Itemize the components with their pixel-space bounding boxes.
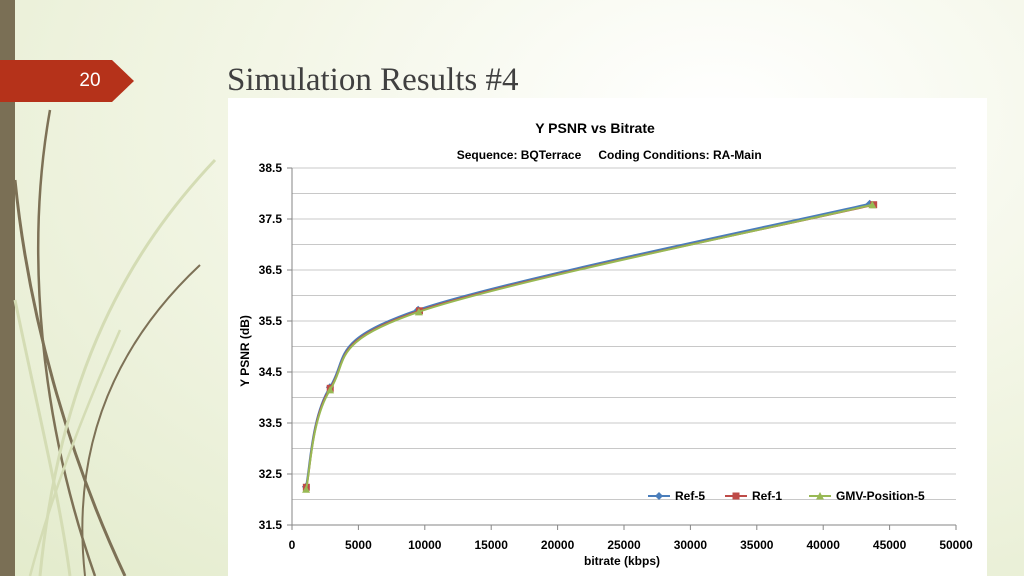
chart-subtitle-sequence: Sequence: BQTerrace [457,148,582,162]
y-tick-label: 36.5 [259,263,283,277]
x-tick-label: 5000 [345,538,372,552]
legend-marker [816,492,824,500]
x-tick-label: 0 [289,538,296,552]
series-line-ref-1 [305,203,874,488]
x-tick-label: 40000 [807,538,841,552]
legend-label: Ref-1 [752,489,782,503]
x-tick-label: 15000 [475,538,509,552]
x-tick-label: 10000 [408,538,442,552]
x-axis-label: bitrate (kbps) [584,554,660,568]
y-tick-label: 33.5 [259,416,283,430]
x-tick-label: 45000 [873,538,907,552]
decorative-swooshes [13,109,217,576]
data-point [868,200,877,209]
chart-panel: Y PSNR vs Bitrate Sequence: BQTerrace Co… [228,98,987,576]
x-tick-label: 50000 [939,538,973,552]
y-tick-label: 38.5 [259,161,283,175]
chart-subtitle-conditions: Coding Conditions: RA-Main [598,148,761,162]
y-axis-label: Y PSNR (dB) [238,315,252,387]
y-tick-label: 37.5 [259,212,283,226]
data-point [414,307,423,316]
x-tick-label: 35000 [740,538,774,552]
x-tick-label: 30000 [674,538,708,552]
y-tick-label: 32.5 [259,467,283,481]
y-tick-label: 34.5 [259,365,283,379]
series-line-ref-5 [304,202,870,487]
psnr-bitrate-chart: Y PSNR vs Bitrate Sequence: BQTerrace Co… [238,120,973,568]
y-tick-label: 35.5 [259,314,283,328]
slide-number-badge [0,60,134,102]
slide-number: 20 [79,70,101,91]
x-tick-label: 20000 [541,538,575,552]
data-point [326,385,335,394]
data-point [302,485,311,493]
x-tick-label: 25000 [607,538,641,552]
y-tick-label: 31.5 [259,518,283,532]
legend-label: Ref-5 [675,489,705,503]
series-line-gmv-position-5 [305,203,873,490]
chart-title: Y PSNR vs Bitrate [535,120,655,136]
legend-marker [732,492,740,500]
legend-marker [655,492,663,500]
slide-title: Simulation Results #4 [227,62,519,98]
legend-label: GMV-Position-5 [836,489,925,503]
left-accent-bar [0,0,15,576]
